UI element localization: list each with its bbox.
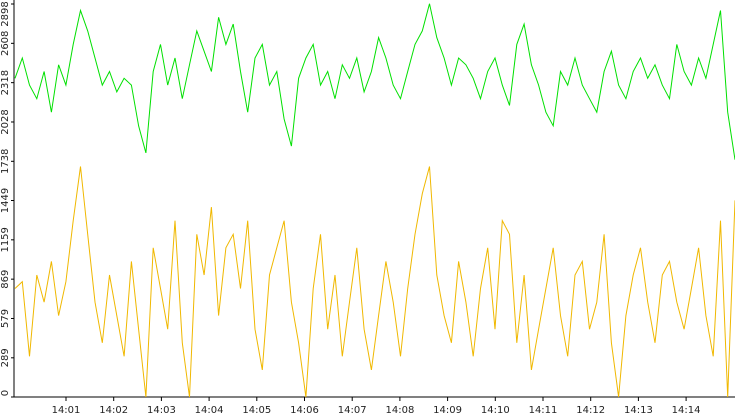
x-tick-label: 14:06	[290, 405, 319, 415]
x-tick-label: 14:10	[481, 405, 510, 415]
y-tick-label: 2898	[0, 1, 11, 26]
y-tick-label: 869	[0, 270, 11, 289]
y-tick-label: 289	[0, 348, 11, 367]
y-tick-label: 1159	[0, 227, 11, 252]
series-line	[14, 3, 735, 160]
y-tick-label: 579	[0, 309, 11, 328]
x-tick-label: 14:03	[147, 405, 176, 415]
series-line	[14, 166, 735, 398]
x-tick-label: 14:12	[576, 405, 605, 415]
x-tick-label: 14:01	[52, 405, 81, 415]
y-tick-label: 2608	[0, 31, 11, 56]
x-tick-label: 14:11	[529, 405, 558, 415]
plot-area	[14, 0, 735, 397]
x-tick-label: 14:02	[99, 405, 128, 415]
y-tick-label: 0	[0, 390, 11, 396]
x-tick-label: 14:08	[385, 405, 414, 415]
x-tick-label: 14:05	[242, 405, 271, 415]
y-tick-label: 2028	[0, 109, 11, 134]
y-tick-label: 1738	[0, 149, 11, 174]
x-tick-label: 14:04	[195, 405, 224, 415]
y-tick-label: 1449	[0, 188, 11, 213]
x-tick-label: 14:07	[338, 405, 367, 415]
x-tick-label: 14:09	[433, 405, 462, 415]
x-tick-label: 14:13	[624, 405, 653, 415]
y-tick-label: 2318	[0, 70, 11, 95]
x-tick-label: 14:14	[672, 405, 701, 415]
